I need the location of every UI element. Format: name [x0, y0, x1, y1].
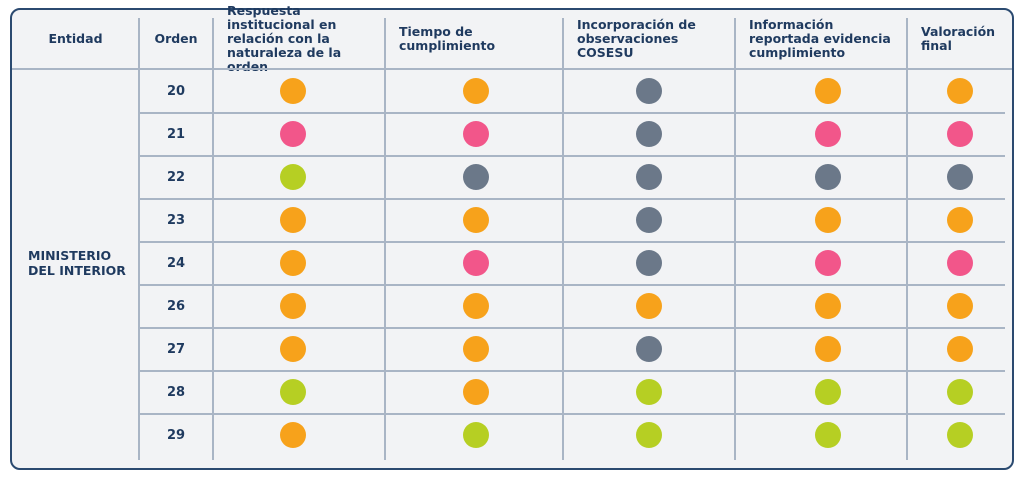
orden-number: 28 — [166, 385, 186, 400]
status-dot — [947, 293, 973, 319]
header-rule — [12, 68, 1012, 70]
column-rule — [906, 18, 908, 460]
status-dot — [815, 121, 841, 147]
orden-number: 26 — [166, 299, 186, 314]
status-dot — [463, 207, 489, 233]
column-rule — [138, 18, 140, 460]
status-dot — [636, 207, 662, 233]
status-dot — [463, 422, 489, 448]
status-dot — [636, 164, 662, 190]
status-dot — [947, 336, 973, 362]
column-header: Valoración final — [921, 24, 996, 53]
orden-number: 23 — [166, 213, 186, 228]
orden-number: 20 — [166, 84, 186, 99]
status-dot — [947, 379, 973, 405]
status-dot — [463, 336, 489, 362]
status-dot — [947, 422, 973, 448]
status-dot — [947, 121, 973, 147]
status-dot — [280, 164, 306, 190]
row-rule — [139, 370, 1005, 372]
status-dot — [815, 250, 841, 276]
status-dot — [636, 121, 662, 147]
status-dot — [815, 336, 841, 362]
status-dot — [636, 422, 662, 448]
status-dot — [280, 379, 306, 405]
column-rule — [734, 18, 736, 460]
status-dot — [280, 207, 306, 233]
column-header: Orden — [154, 31, 198, 46]
orden-number: 22 — [166, 170, 186, 185]
status-dot — [815, 164, 841, 190]
row-rule — [139, 327, 1005, 329]
row-rule — [139, 241, 1005, 243]
status-dot — [636, 379, 662, 405]
column-rule — [562, 18, 564, 460]
row-rule — [139, 155, 1005, 157]
column-rule — [384, 18, 386, 460]
status-dot — [815, 78, 841, 104]
status-dot — [636, 78, 662, 104]
status-dot — [815, 422, 841, 448]
status-dot — [280, 293, 306, 319]
status-dot — [280, 78, 306, 104]
status-dot — [947, 164, 973, 190]
orden-number: 21 — [166, 127, 186, 142]
column-header: Tiempo de cumplimiento — [399, 24, 496, 53]
orden-number: 27 — [166, 342, 186, 357]
status-dot — [947, 207, 973, 233]
status-dot — [463, 293, 489, 319]
status-dot — [947, 78, 973, 104]
column-header: Información reportada evidencia cumplimi… — [749, 17, 891, 60]
row-rule — [139, 284, 1005, 286]
status-dot — [463, 121, 489, 147]
status-dot — [463, 250, 489, 276]
entity-label: MINISTERIO DEL INTERIOR — [28, 247, 126, 278]
status-dot — [280, 250, 306, 276]
orden-number: 29 — [166, 428, 186, 443]
column-header: Incorporación de observaciones COSESU — [577, 17, 696, 60]
row-rule — [139, 198, 1005, 200]
status-dot — [815, 379, 841, 405]
status-dot — [280, 422, 306, 448]
status-dot — [463, 379, 489, 405]
row-rule — [139, 413, 1005, 415]
status-dot — [815, 207, 841, 233]
status-dot — [463, 164, 489, 190]
orden-number: 24 — [166, 256, 186, 271]
column-header: Respuesta institucional en relación con … — [227, 3, 342, 74]
status-dot — [815, 293, 841, 319]
row-rule — [139, 112, 1005, 114]
status-dot — [463, 78, 489, 104]
column-header: Entidad — [48, 31, 103, 46]
column-rule — [212, 18, 214, 460]
status-dot — [947, 250, 973, 276]
status-dot — [636, 250, 662, 276]
status-dot — [636, 336, 662, 362]
status-dot — [280, 336, 306, 362]
status-dot — [636, 293, 662, 319]
table: Entidad Orden Respuesta institucional en r… — [10, 3, 1014, 470]
status-dot — [280, 121, 306, 147]
